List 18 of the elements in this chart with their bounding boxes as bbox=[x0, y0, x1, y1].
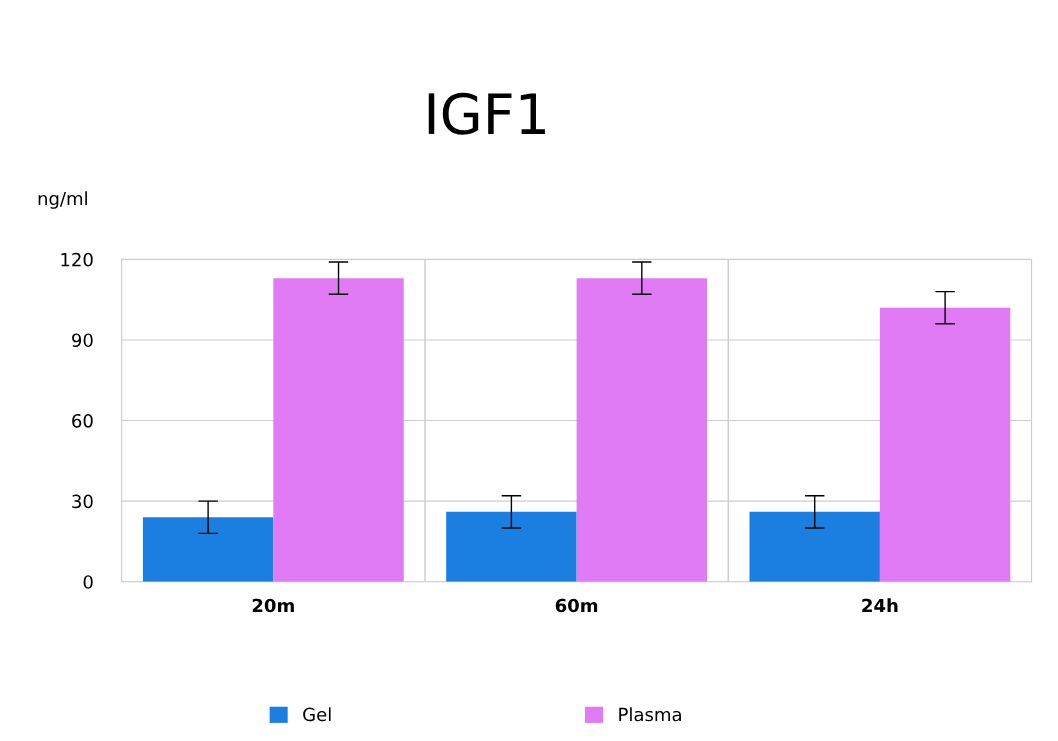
y-tick-label: 120 bbox=[61, 252, 93, 267]
y-axis-title: ng/ml bbox=[38, 191, 87, 209]
legend-label: Gel bbox=[303, 707, 331, 722]
bar bbox=[749, 511, 880, 582]
bar bbox=[446, 511, 577, 582]
bar bbox=[879, 307, 1011, 582]
y-tick-label: 30 bbox=[72, 494, 93, 509]
x-tick-label: 60m bbox=[555, 598, 598, 613]
chart-title: IGF1 bbox=[428, 92, 545, 135]
bar bbox=[576, 278, 708, 582]
x-tick-label: 20m bbox=[252, 598, 294, 613]
y-tick-label: 0 bbox=[83, 575, 93, 589]
y-tick-label: 60 bbox=[72, 413, 93, 428]
y-tick-label: 90 bbox=[72, 333, 93, 348]
bar bbox=[273, 278, 404, 582]
legend-label: Plasma bbox=[619, 707, 681, 722]
bar bbox=[142, 517, 274, 582]
x-tick-label: 24h bbox=[862, 598, 898, 613]
